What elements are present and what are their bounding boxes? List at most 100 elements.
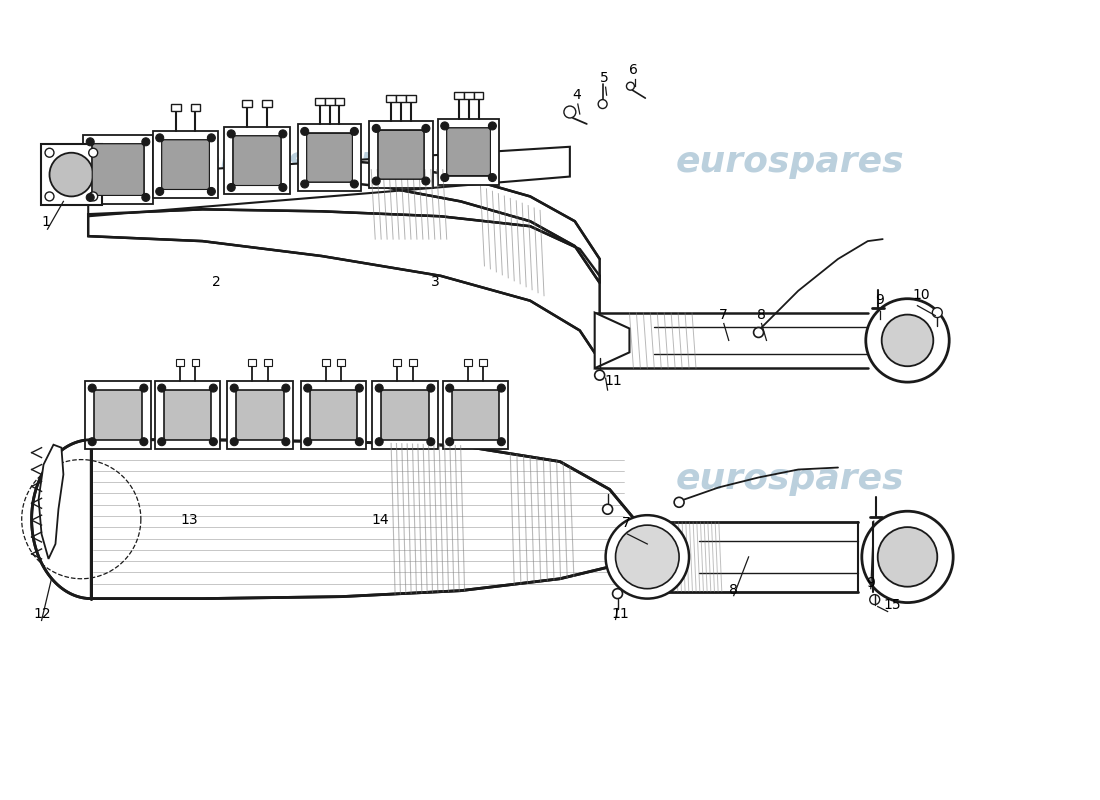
Polygon shape [639, 522, 858, 592]
Polygon shape [41, 144, 102, 206]
Polygon shape [162, 140, 209, 190]
Circle shape [372, 177, 381, 185]
Polygon shape [155, 381, 220, 449]
Circle shape [86, 194, 95, 202]
Polygon shape [249, 359, 256, 366]
Circle shape [282, 384, 289, 392]
Circle shape [674, 498, 684, 507]
Circle shape [441, 122, 449, 130]
Polygon shape [84, 135, 153, 204]
Polygon shape [307, 134, 352, 182]
FancyBboxPatch shape [162, 140, 209, 190]
Polygon shape [324, 98, 334, 105]
Text: 15: 15 [883, 598, 901, 611]
Circle shape [230, 384, 239, 392]
Circle shape [89, 192, 98, 201]
FancyBboxPatch shape [233, 136, 280, 186]
Polygon shape [453, 92, 463, 99]
Polygon shape [370, 122, 432, 188]
Circle shape [50, 153, 94, 197]
Circle shape [627, 82, 635, 90]
Text: 14: 14 [372, 513, 389, 527]
Polygon shape [242, 100, 252, 107]
Text: 9: 9 [874, 293, 883, 306]
Text: eurospares: eurospares [196, 462, 424, 497]
Text: 8: 8 [757, 307, 766, 322]
FancyBboxPatch shape [92, 144, 144, 195]
Polygon shape [386, 94, 396, 102]
Polygon shape [463, 359, 472, 366]
Circle shape [497, 384, 505, 392]
Circle shape [422, 177, 430, 185]
Circle shape [304, 438, 311, 446]
Circle shape [89, 148, 98, 157]
Polygon shape [236, 390, 284, 440]
Circle shape [427, 438, 434, 446]
Polygon shape [396, 94, 406, 102]
Text: 7: 7 [718, 307, 727, 322]
FancyBboxPatch shape [378, 130, 424, 179]
Polygon shape [321, 359, 330, 366]
Polygon shape [480, 359, 487, 366]
Polygon shape [224, 127, 289, 194]
Circle shape [304, 384, 311, 392]
Circle shape [355, 384, 363, 392]
Text: eurospares: eurospares [676, 145, 904, 178]
Circle shape [230, 438, 239, 446]
Circle shape [372, 125, 381, 132]
Polygon shape [372, 381, 438, 449]
Text: 4: 4 [572, 88, 581, 102]
Circle shape [88, 384, 96, 392]
Text: 3: 3 [431, 274, 440, 289]
Text: eurospares: eurospares [676, 462, 904, 497]
Polygon shape [406, 94, 416, 102]
Polygon shape [170, 104, 180, 111]
Text: 1: 1 [42, 215, 51, 230]
Polygon shape [262, 100, 272, 107]
Circle shape [446, 384, 453, 392]
Polygon shape [382, 390, 429, 440]
Circle shape [355, 438, 363, 446]
Polygon shape [442, 381, 508, 449]
Polygon shape [447, 128, 491, 175]
Circle shape [606, 515, 689, 598]
Circle shape [613, 589, 623, 598]
Polygon shape [176, 359, 184, 366]
Circle shape [595, 370, 605, 380]
Text: 11: 11 [605, 374, 623, 388]
Circle shape [441, 174, 449, 182]
Text: 8: 8 [728, 582, 738, 597]
Circle shape [228, 183, 235, 191]
Circle shape [142, 138, 150, 146]
Circle shape [209, 384, 218, 392]
Circle shape [878, 527, 937, 586]
Text: eurospares: eurospares [196, 145, 424, 178]
Polygon shape [300, 381, 366, 449]
Polygon shape [88, 440, 635, 598]
Circle shape [754, 327, 763, 338]
Circle shape [88, 438, 96, 446]
Polygon shape [191, 359, 199, 366]
Text: 10: 10 [913, 288, 931, 302]
Polygon shape [298, 125, 361, 191]
Polygon shape [228, 381, 293, 449]
Polygon shape [301, 158, 600, 283]
Circle shape [45, 148, 54, 157]
Polygon shape [233, 136, 280, 186]
Circle shape [279, 130, 287, 138]
Polygon shape [409, 359, 417, 366]
Circle shape [497, 438, 505, 446]
Circle shape [603, 504, 613, 514]
Circle shape [209, 438, 218, 446]
Circle shape [45, 192, 54, 201]
Circle shape [422, 125, 430, 132]
Polygon shape [153, 131, 218, 198]
Circle shape [157, 438, 166, 446]
Text: 5: 5 [600, 71, 608, 86]
Circle shape [157, 384, 166, 392]
FancyBboxPatch shape [447, 128, 491, 175]
Text: 6: 6 [629, 63, 638, 78]
Polygon shape [595, 313, 629, 368]
Polygon shape [393, 359, 402, 366]
Circle shape [375, 384, 383, 392]
